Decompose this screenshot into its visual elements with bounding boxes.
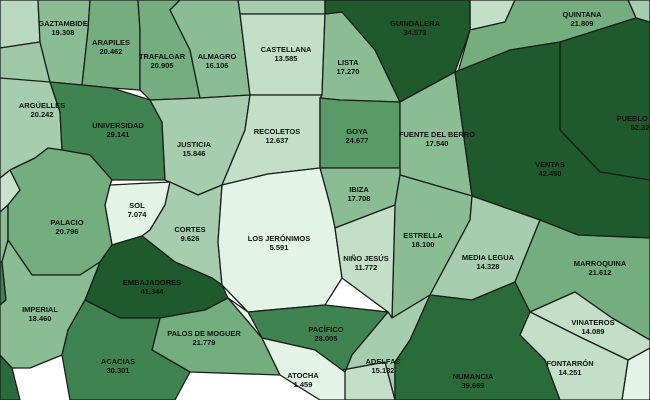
district-label-value: 13.585 <box>275 54 298 63</box>
district-label-value: 5.591 <box>270 243 289 252</box>
district-label-value: 15.182 <box>372 366 395 375</box>
district-label-name: MEDIA LEGUA <box>462 253 515 262</box>
district-label-value: 15.846 <box>183 149 206 158</box>
district-label-name: IBIZA <box>349 185 369 194</box>
district-label-value: 18.460 <box>29 314 52 323</box>
district-label-name: UNIVERSIDAD <box>92 121 144 130</box>
district-label-name: IMPERIAL <box>22 305 58 314</box>
district-label-name: CORTES <box>174 225 205 234</box>
district-label-value: 7.074 <box>128 210 148 219</box>
district-label-name: RECOLETOS <box>254 127 301 136</box>
district-label-value: 20.242 <box>31 110 54 119</box>
district-label-value: 1.459 <box>294 380 313 389</box>
district-label-name: GUINDALERA <box>390 19 441 28</box>
district-label-value: 9.626 <box>181 234 200 243</box>
district-acacias[interactable] <box>61 299 191 400</box>
district-label-name: ATOCHA <box>287 371 319 380</box>
district-label-name: ESTRELLA <box>403 231 443 240</box>
district-label-name: PUEBLO N <box>617 114 650 123</box>
district-label-value: 34.573 <box>404 28 427 37</box>
district-label-name: CASTELLANA <box>261 45 312 54</box>
district-label-value: 21.612 <box>589 268 612 277</box>
district-label-name: PALACIO <box>50 218 83 227</box>
district-labels: GAZTAMBIDE 19.308 ARAPILES 20.462 TRAFAL… <box>19 10 650 390</box>
district-fontarron[interactable] <box>519 311 629 400</box>
district-label-name: FUENTE DEL BERRO <box>399 130 475 139</box>
district-label-name: FONTARRÓN <box>546 359 593 368</box>
district-label-name: ACACIAS <box>101 357 135 366</box>
district-guindalera[interactable] <box>324 0 471 103</box>
district-label-name: TRAFALGAR <box>139 52 186 61</box>
unlabeled-area <box>237 0 326 15</box>
district-label-name: SOL <box>129 201 145 210</box>
district-label-value: 17.270 <box>337 67 360 76</box>
district-label-value: 14.328 <box>477 262 500 271</box>
district-label-value: 21.809 <box>571 19 594 28</box>
district-label-name: NIÑO JESÚS <box>343 254 388 263</box>
district-label-value: 17.708 <box>348 194 371 203</box>
district-label-name: PACÍFICO <box>308 325 343 334</box>
district-label-value: 20.905 <box>151 61 174 70</box>
district-imperial[interactable] <box>0 239 101 369</box>
district-label-name: JUSTICIA <box>177 140 212 149</box>
district-label-name: VENTAS <box>535 160 565 169</box>
district-label-name: ARGÜELLES <box>19 101 65 110</box>
district-label-value: 30.301 <box>107 366 130 375</box>
district-label-value: 52.32 <box>631 123 650 132</box>
district-label-name: QUINTANA <box>562 10 602 19</box>
district-palacio[interactable] <box>7 147 113 276</box>
district-label-name: GOYA <box>346 127 368 136</box>
district-label-value: 20.796 <box>56 227 79 236</box>
district-label-value: 11.772 <box>355 263 378 272</box>
district-label-value: 20.462 <box>100 47 123 56</box>
district-atocha[interactable] <box>227 297 346 400</box>
district-label-name: ARAPILES <box>92 38 130 47</box>
district-label-value: 12.637 <box>266 136 289 145</box>
unlabeled-area <box>0 0 41 49</box>
district-label-name: GAZTAMBIDE <box>38 19 87 28</box>
district-label-name: NUMANCIA <box>453 372 494 381</box>
district-label-name: PALOS DE MOGUER <box>167 329 241 338</box>
district-label-name: MARROQUINA <box>574 259 627 268</box>
district-label-name: LISTA <box>337 58 359 67</box>
district-label-value: 41.344 <box>141 287 165 296</box>
district-adelfas[interactable] <box>341 294 431 400</box>
district-label-value: 18.100 <box>412 240 435 249</box>
district-label-value: 24.677 <box>346 136 369 145</box>
district-label-value: 17.540 <box>426 139 449 148</box>
district-label-value: 14.089 <box>582 327 605 336</box>
district-label-name: ADELFAS <box>365 357 400 366</box>
district-label-name: LOS JERÓNIMOS <box>248 234 311 243</box>
district-label-value: 28.005 <box>315 334 338 343</box>
district-label-name: ALMAGRO <box>198 52 237 61</box>
district-label-value: 39.669 <box>462 381 485 390</box>
district-label-value: 42.450 <box>539 169 562 178</box>
district-label-value: 14.251 <box>559 368 582 377</box>
district-label-value: 29.141 <box>107 130 130 139</box>
district-label-name: EMBAJADORES <box>123 278 181 287</box>
district-label-value: 16.106 <box>206 61 229 70</box>
district-label-name: VINATEROS <box>571 318 614 327</box>
district-label-value: 19.308 <box>52 28 75 37</box>
district-label-value: 21.779 <box>193 338 216 347</box>
